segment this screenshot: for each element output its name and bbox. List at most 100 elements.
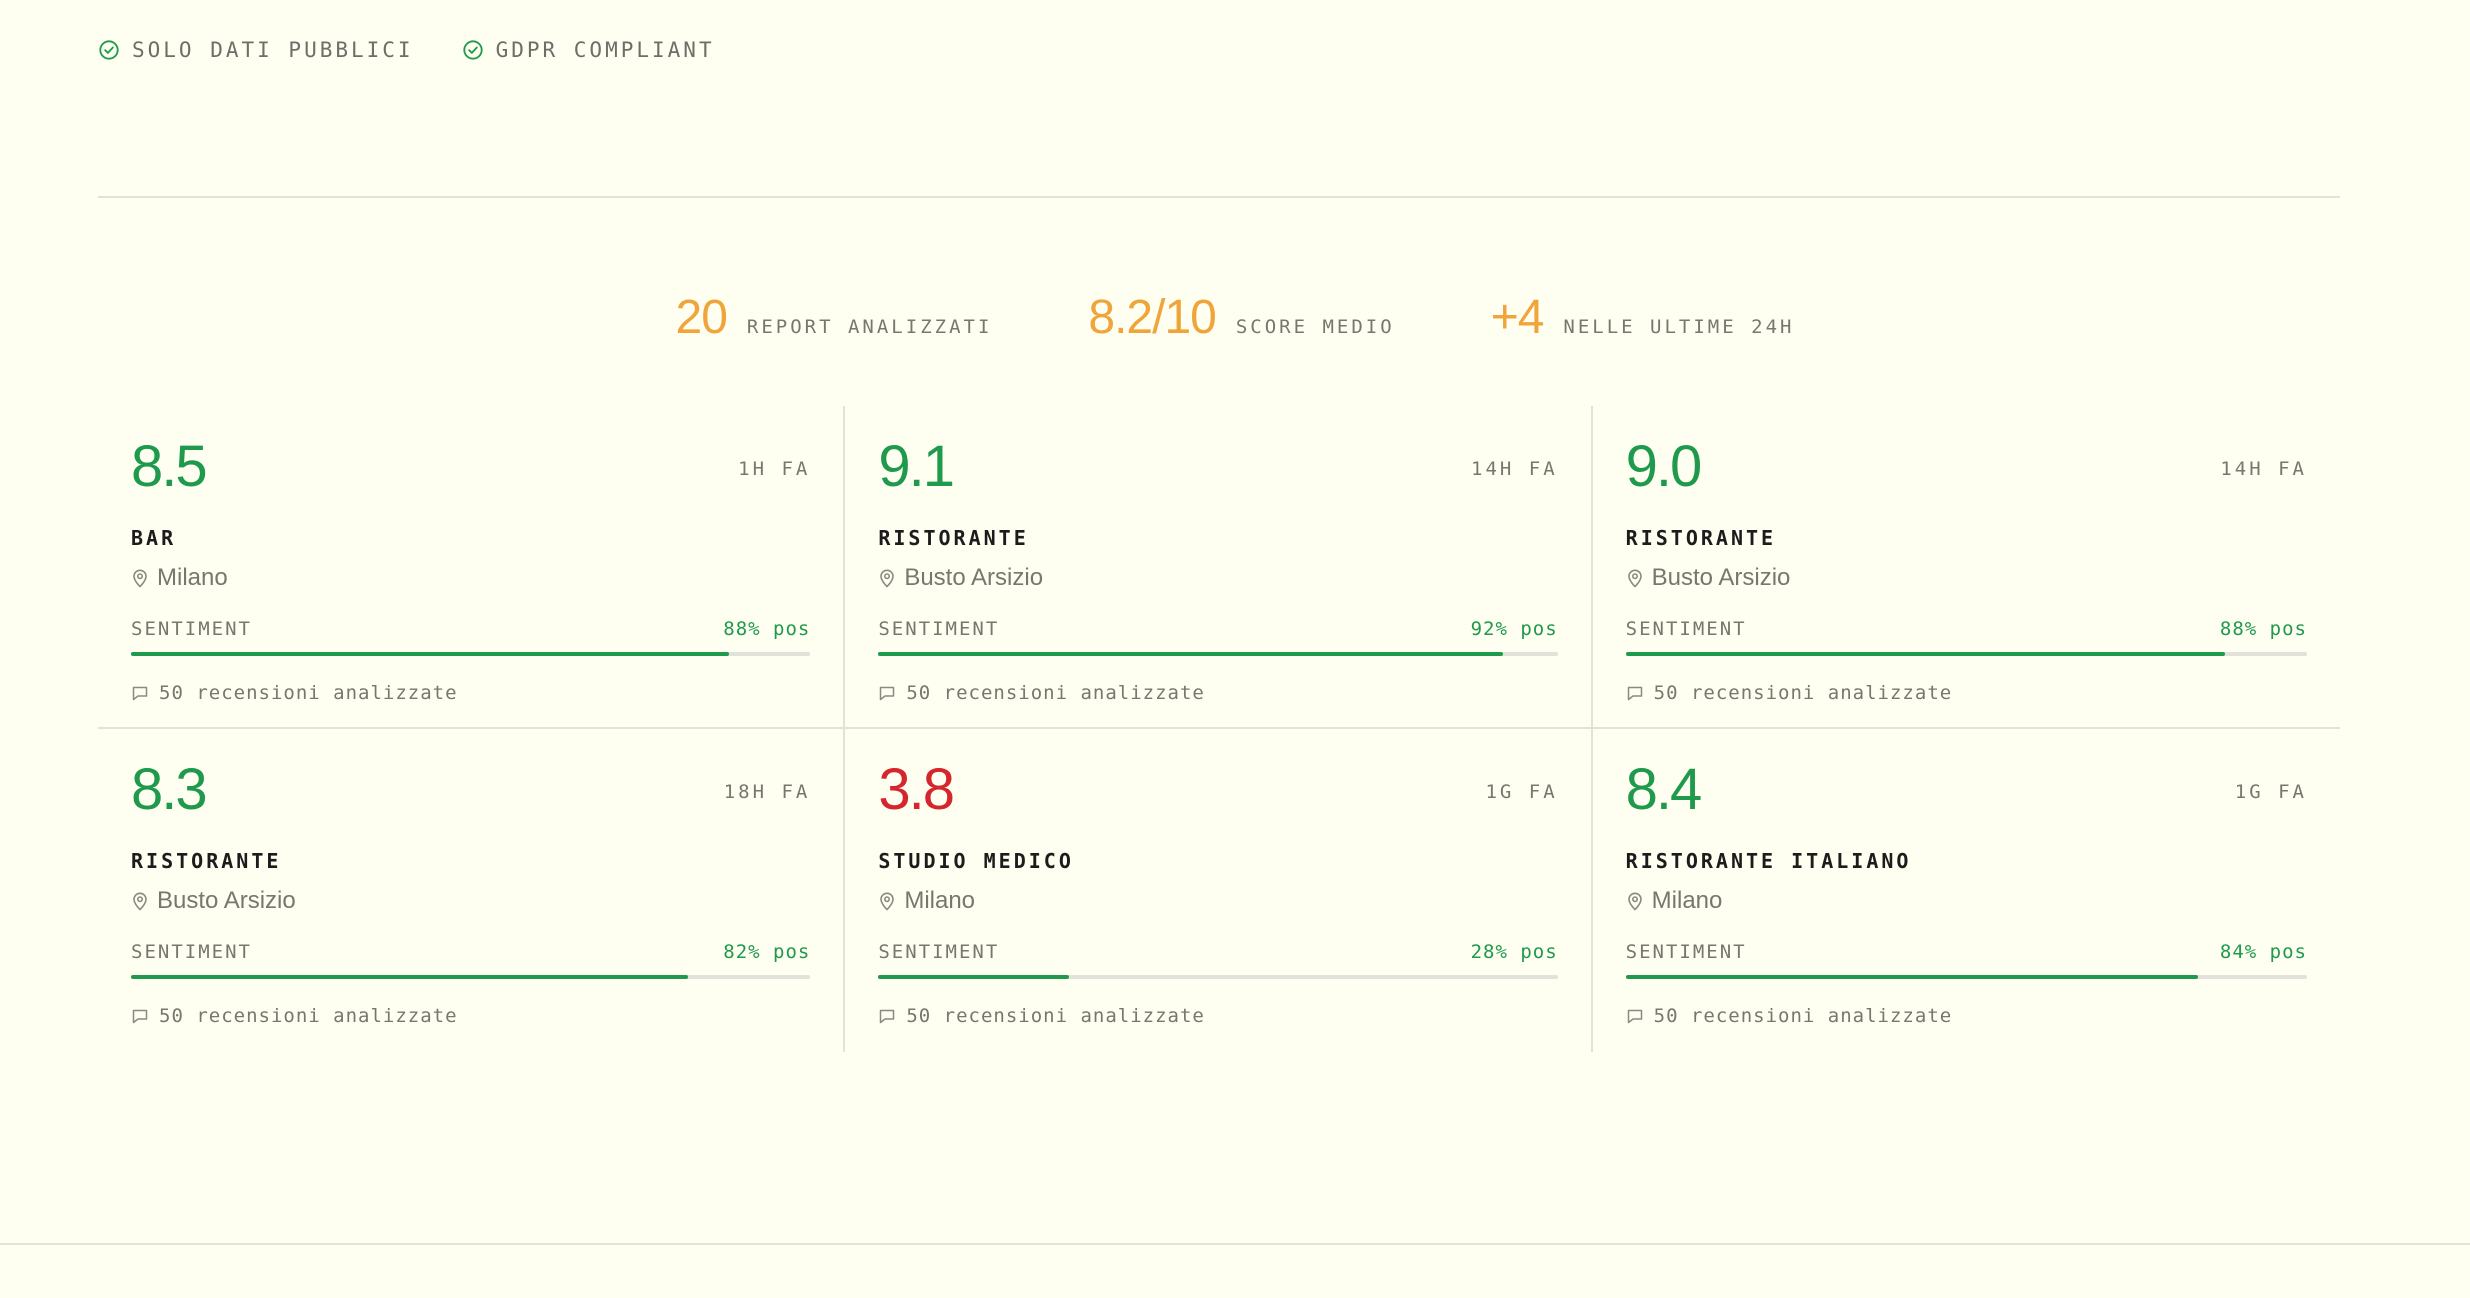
- stats-bar: 20 REPORT ANALIZZATI 8.2/10 SCORE MEDIO …: [0, 290, 2470, 345]
- reviews-count: 50 recensioni analizzate: [878, 1005, 1557, 1027]
- comment-icon: [1627, 686, 1642, 701]
- sentiment-bar-fill: [878, 975, 1069, 979]
- report-card[interactable]: 8.5 1H FA BAR Milano SENTIMENT 88% pos 5…: [98, 406, 846, 729]
- report-location: Milano: [878, 887, 1557, 915]
- badge-label: SOLO DATI PUBBLICI: [132, 38, 414, 62]
- reviews-count: 50 recensioni analizzate: [878, 682, 1557, 704]
- sentiment-value: 88% pos: [723, 618, 811, 640]
- reviews-text: 50 recensioni analizzate: [1653, 682, 1953, 704]
- stat-value: 20: [675, 291, 728, 344]
- location-text: Busto Arsizio: [157, 887, 296, 914]
- report-card[interactable]: 8.3 18H FA RISTORANTE Busto Arsizio SENT…: [98, 729, 846, 1052]
- report-category: STUDIO MEDICO: [878, 849, 1074, 873]
- location-text: Busto Arsizio: [1651, 564, 1791, 591]
- map-pin-icon: [880, 569, 895, 588]
- sentiment-bar-fill: [878, 652, 1504, 656]
- report-score: 8.3: [131, 757, 208, 822]
- sentiment-bar: [131, 652, 811, 656]
- sentiment-value: 82% pos: [723, 941, 811, 963]
- reviews-count: 50 recensioni analizzate: [1626, 1005, 2307, 1027]
- map-pin-icon: [133, 892, 147, 911]
- sentiment-label: SENTIMENT: [131, 618, 252, 640]
- sentiment-value: 92% pos: [1470, 618, 1558, 640]
- stat-value: +4: [1490, 291, 1545, 344]
- badge-label: GDPR COMPLIANT: [495, 38, 715, 62]
- reviews-text: 50 recensioni analizzate: [1653, 1005, 1953, 1027]
- report-location: Busto Arsizio: [131, 887, 810, 915]
- report-category: BAR: [131, 526, 177, 550]
- location-text: Busto Arsizio: [904, 564, 1044, 591]
- report-category: RISTORANTE: [131, 849, 282, 873]
- map-pin-icon: [1627, 892, 1642, 911]
- map-pin-icon: [1627, 569, 1642, 588]
- comment-icon: [880, 1009, 895, 1024]
- badge-gdpr: GDPR COMPLIANT: [462, 38, 715, 62]
- map-pin-icon: [880, 892, 895, 911]
- location-text: Milano: [904, 887, 976, 914]
- report-card[interactable]: 9.0 14H FA RISTORANTE Busto Arsizio SENT…: [1592, 406, 2340, 729]
- report-age: 1G FA: [2234, 781, 2307, 803]
- report-score: 9.1: [878, 434, 955, 499]
- report-location: Milano: [131, 564, 810, 592]
- compliance-badges: SOLO DATI PUBBLICI GDPR COMPLIANT: [98, 38, 715, 62]
- report-location: Busto Arsizio: [878, 564, 1557, 592]
- report-location: Busto Arsizio: [1626, 564, 2307, 592]
- map-pin-icon: [133, 569, 147, 588]
- divider: [98, 196, 2340, 198]
- location-text: Milano: [1651, 887, 1723, 914]
- sentiment-bar-fill: [1625, 652, 2226, 656]
- sentiment-value: 28% pos: [1470, 941, 1558, 963]
- sentiment-bar: [1625, 652, 2307, 656]
- stat-label: SCORE MEDIO: [1235, 316, 1395, 338]
- stat-value: 8.2/10: [1088, 291, 1216, 344]
- report-score: 8.5: [131, 434, 208, 499]
- location-text: Milano: [157, 564, 228, 591]
- report-location: Milano: [1626, 887, 2307, 915]
- sentiment-value: 88% pos: [2219, 618, 2307, 640]
- sentiment-bar-fill: [131, 975, 689, 979]
- report-age: 1H FA: [738, 458, 811, 480]
- reviews-text: 50 recensioni analizzate: [906, 682, 1205, 704]
- comment-icon: [132, 686, 148, 701]
- sentiment-bar: [131, 975, 811, 979]
- report-score: 9.0: [1625, 434, 1703, 499]
- sentiment-value: 84% pos: [2219, 941, 2307, 963]
- sentiment-label: SENTIMENT: [878, 941, 1000, 963]
- sentiment-label: SENTIMENT: [1625, 941, 1747, 963]
- check-circle-icon: [99, 40, 119, 60]
- reviews-count: 50 recensioni analizzate: [1626, 682, 2307, 704]
- sentiment-label: SENTIMENT: [131, 941, 252, 963]
- sentiment-bar: [878, 975, 1558, 979]
- report-age: 14H FA: [1471, 458, 1558, 480]
- reviews-text: 50 recensioni analizzate: [159, 1005, 458, 1027]
- sentiment-label: SENTIMENT: [1625, 618, 1747, 640]
- report-card[interactable]: 9.1 14H FA RISTORANTE Busto Arsizio SENT…: [845, 406, 1593, 729]
- reviews-text: 50 recensioni analizzate: [906, 1005, 1205, 1027]
- report-card[interactable]: 3.8 1G FA STUDIO MEDICO Milano SENTIMENT…: [845, 729, 1593, 1052]
- report-score: 3.8: [878, 757, 955, 822]
- reviews-text: 50 recensioni analizzate: [159, 682, 458, 704]
- comment-icon: [880, 686, 895, 701]
- sentiment-label: SENTIMENT: [878, 618, 1000, 640]
- comment-icon: [132, 1009, 148, 1024]
- stat-label: NELLE ULTIME 24H: [1563, 316, 1795, 338]
- report-grid: 8.5 1H FA BAR Milano SENTIMENT 88% pos 5…: [98, 406, 2340, 1052]
- sentiment-bar-fill: [131, 652, 729, 656]
- badge-public-data: SOLO DATI PUBBLICI: [98, 38, 414, 62]
- report-card[interactable]: 8.4 1G FA RISTORANTE ITALIANO Milano SEN…: [1593, 729, 2340, 1052]
- report-age: 1G FA: [1485, 781, 1558, 803]
- stat-average-score: 8.2/10 SCORE MEDIO: [1088, 290, 1394, 345]
- sentiment-bar-fill: [1625, 975, 2198, 979]
- report-score: 8.4: [1625, 757, 1703, 822]
- check-circle-icon: [462, 40, 483, 60]
- reviews-count: 50 recensioni analizzate: [131, 1005, 810, 1027]
- stat-label: REPORT ANALIZZATI: [746, 316, 993, 338]
- report-category: RISTORANTE: [1625, 526, 1777, 550]
- reviews-count: 50 recensioni analizzate: [131, 682, 810, 704]
- stat-reports: 20 REPORT ANALIZZATI: [676, 290, 993, 345]
- sentiment-bar: [878, 652, 1558, 656]
- sentiment-bar: [1625, 975, 2307, 979]
- report-age: 14H FA: [2220, 458, 2307, 480]
- stat-last-24h: +4 NELLE ULTIME 24H: [1491, 290, 1795, 345]
- report-category: RISTORANTE: [878, 526, 1029, 550]
